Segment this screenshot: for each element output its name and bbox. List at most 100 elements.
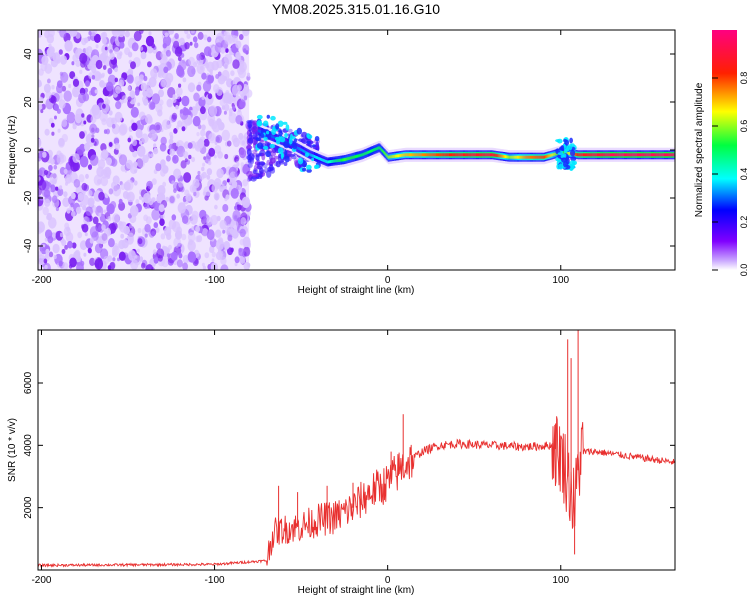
noise-blob [228,108,233,114]
signal-core [458,153,461,157]
noise-blob [83,120,87,125]
signal-core [429,153,431,157]
signal-core [519,155,522,159]
noise-blob [166,253,171,258]
noise-blob [131,42,139,52]
signal-core [399,154,401,158]
signal-core [546,154,549,158]
noise-blob [103,209,107,214]
noise-blob [75,206,82,214]
noise-blob [220,264,229,270]
signal-core [441,153,444,157]
noise-blob [95,59,103,70]
signal-core [446,153,449,157]
signal-core [354,155,357,159]
signal-core [398,154,400,158]
signal-core [668,153,670,157]
transition-blob [247,163,253,168]
noise-blob [86,217,91,223]
noise-blob [169,148,175,156]
noise-blob [165,196,170,202]
signal-patch [569,137,573,144]
noise-blob [197,31,204,40]
noise-blob [128,250,137,261]
noise-blob [62,262,69,270]
noise-blob [217,151,224,159]
noise-blob [220,256,227,265]
noise-blob [151,231,156,237]
signal-core [515,155,518,159]
signal-patch [312,144,316,148]
signal-core [419,153,422,157]
noise-blob [235,40,242,49]
noise-blob [230,70,235,77]
signal-core [629,153,632,157]
signal-core [650,153,653,157]
signal-core [549,154,552,157]
noise-blob [188,56,196,66]
signal-core [304,150,307,154]
transition-blob [252,125,257,130]
signal-core [390,155,393,159]
signal-core [547,154,550,158]
noise-blob [234,256,240,264]
noise-blob [52,243,60,254]
signal-core [461,153,464,157]
signal-patch [304,152,310,158]
noise-blob [234,155,240,162]
noise-blob [171,180,175,185]
noise-blob [100,169,108,179]
noise-blob [61,248,66,255]
signal-core [603,153,606,157]
colorbar-ticks: 0.0 0.2 0.4 0.6 0.8 [712,72,749,276]
snr-panel: -200 -100 0 100 2000 4000 6000 Height of strai… [7,329,676,596]
transition-blob [250,176,257,182]
noise-blob [107,229,111,236]
signal-core [283,140,286,144]
noise-blob [43,169,49,176]
signal-core [658,153,661,157]
signal-core [647,153,650,157]
signal-core [432,153,435,157]
y-tick-label: 0 [23,147,34,153]
noise-blob [156,248,165,259]
snr-line [38,416,675,568]
noise-blob [85,206,93,217]
signal-core [479,153,481,157]
signal-core [588,153,590,157]
noise-blob [242,179,248,187]
signal-patch [265,150,271,158]
noise-blob [183,151,189,159]
signal-core [509,155,511,159]
noise-blob [89,238,94,244]
noise-blob [102,103,106,109]
signal-core [303,149,306,153]
signal-core [655,153,658,157]
noise-blob [220,47,226,54]
noise-blob [51,131,55,136]
noise-blob [48,251,54,258]
signal-patch [301,167,307,172]
noise-blob [193,191,197,197]
signal-core [630,153,633,157]
signal-core [352,155,355,159]
noise-blob [97,159,106,170]
noise-blob [182,77,187,83]
noise-blob [100,176,109,187]
noise-blob [152,249,157,255]
noise-blob [206,168,213,176]
signal-core [312,154,315,158]
noise-blob [39,196,44,201]
signal-core [482,153,484,157]
signal-core [563,151,565,155]
signal-core [481,153,483,157]
noise-blob [93,33,101,44]
noise-blob [157,70,164,78]
noise-blob [176,193,180,199]
noise-blob [148,101,156,110]
noise-blob [102,65,107,70]
noise-blob [127,51,133,58]
signal-core [350,156,353,160]
signal-core [402,153,404,157]
signal-core [273,135,276,139]
